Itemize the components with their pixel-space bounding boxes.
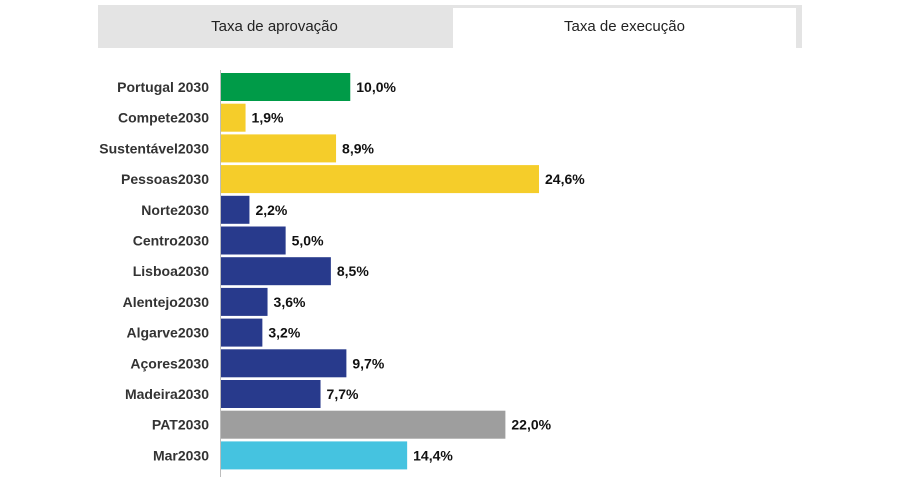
bar-6[interactable] — [221, 257, 331, 286]
category-label-9: Açores2030 — [130, 355, 209, 371]
category-label-2: Sustentável2030 — [99, 140, 209, 156]
bar-10[interactable] — [221, 380, 321, 408]
bar-7[interactable] — [221, 287, 268, 316]
value-label-0: 10,0% — [356, 79, 396, 95]
category-label-4: Norte2030 — [141, 202, 209, 218]
bar-5[interactable] — [221, 226, 286, 255]
value-label-8: 3,2% — [268, 325, 300, 341]
value-label-1: 1,9% — [252, 110, 284, 126]
value-label-6: 8,5% — [337, 263, 369, 279]
value-label-3: 24,6% — [545, 171, 585, 187]
value-label-2: 8,9% — [342, 140, 374, 156]
value-label-11: 22,0% — [511, 417, 551, 433]
category-label-6: Lisboa2030 — [133, 263, 209, 279]
bar-11[interactable] — [221, 410, 506, 439]
tab-bar: Taxa de aprovação Taxa de execução — [98, 5, 802, 48]
category-label-3: Pessoas2030 — [121, 171, 209, 187]
bar-4[interactable] — [221, 195, 250, 224]
value-label-4: 2,2% — [255, 202, 287, 218]
category-label-0: Portugal 2030 — [117, 79, 209, 95]
bar-8[interactable] — [221, 318, 263, 347]
tab-bar-edge — [798, 5, 802, 48]
value-label-12: 14,4% — [413, 447, 453, 463]
value-label-7: 3,6% — [274, 294, 306, 310]
category-label-7: Alentejo2030 — [123, 294, 210, 310]
value-label-5: 5,0% — [292, 233, 324, 249]
tab-execution-rate[interactable]: Taxa de execução — [453, 8, 796, 48]
category-label-10: Madeira2030 — [125, 386, 209, 402]
bar-1[interactable] — [221, 103, 246, 132]
category-label-12: Mar2030 — [153, 447, 209, 463]
bar-0[interactable] — [221, 73, 351, 101]
category-label-11: PAT2030 — [152, 417, 209, 433]
value-label-10: 7,7% — [327, 386, 359, 402]
value-label-9: 9,7% — [352, 355, 384, 371]
bar-12[interactable] — [221, 441, 408, 470]
bar-9[interactable] — [221, 349, 347, 378]
bars-group: Portugal 2030 10,0% Compete2030 1,9% Sustent… — [99, 73, 585, 470]
category-label-1: Compete2030 — [118, 110, 209, 126]
bar-3[interactable] — [221, 165, 539, 194]
category-label-5: Centro2030 — [133, 233, 209, 249]
category-label-8: Algarve2030 — [126, 325, 209, 341]
tab-approval-rate[interactable]: Taxa de aprovação — [98, 5, 451, 48]
bar-2[interactable] — [221, 134, 337, 163]
